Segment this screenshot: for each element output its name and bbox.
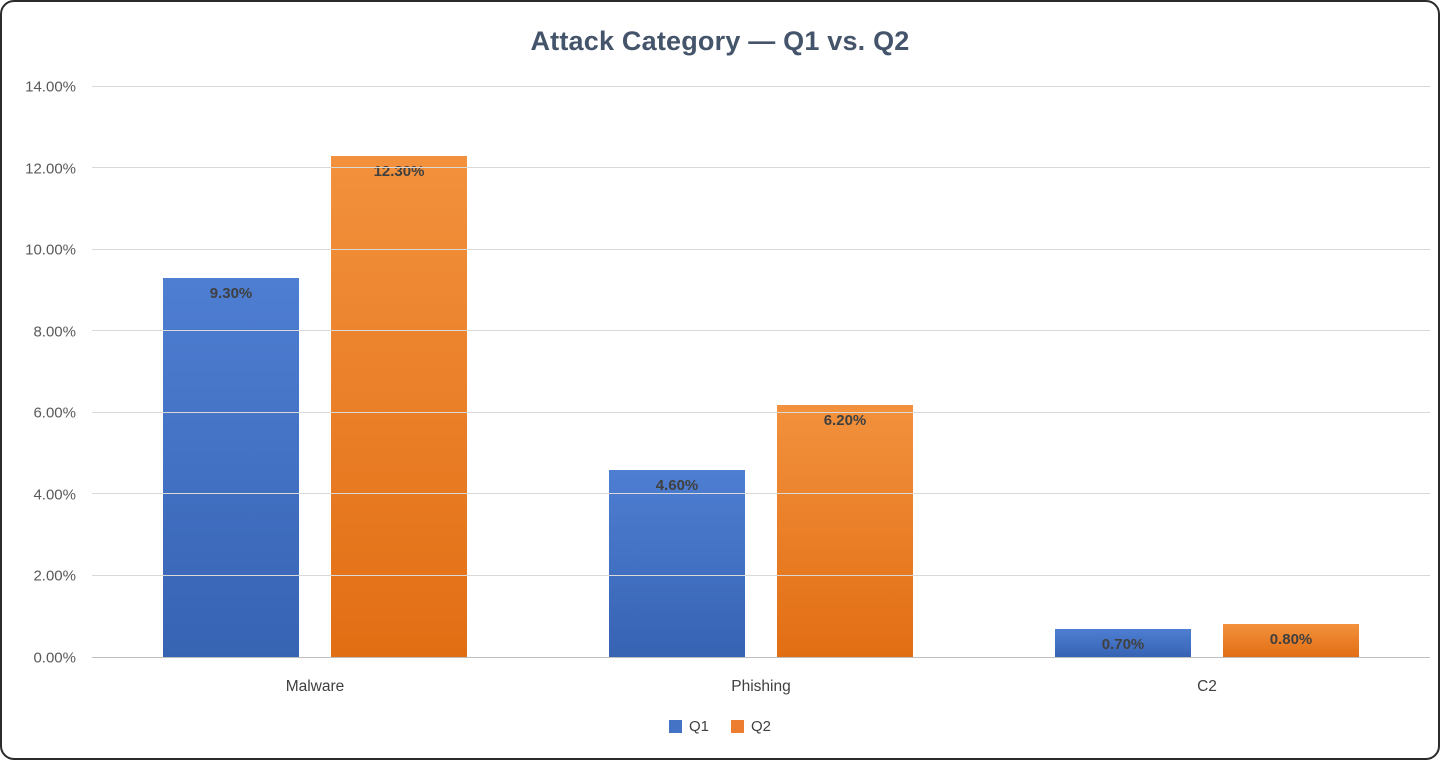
y-axis-tick-label: 12.00%	[25, 160, 76, 178]
y-axis-tick-label: 14.00%	[25, 78, 76, 96]
legend-swatch-q1	[668, 720, 682, 733]
gridline	[92, 493, 1430, 495]
bar-value-label: 12.30%	[373, 163, 425, 181]
gridline	[92, 248, 1430, 250]
gridline	[92, 574, 1430, 576]
plot-area: 9.30% 12.30% 4.60% 6.20% 0.70% 0.80%	[92, 86, 1430, 658]
gridline	[92, 86, 1430, 87]
legend-item-q1: Q1	[668, 718, 709, 735]
legend-swatch-q2	[731, 720, 744, 733]
y-axis: 0.00% 2.00% 4.00% 6.00% 8.00% 10.00% 12.00% 14.…	[2, 79, 84, 667]
bar-value-label: 0.70%	[1101, 635, 1145, 653]
bar-value-label: 6.20%	[823, 411, 867, 429]
legend-item-q2: Q2	[731, 718, 771, 735]
x-axis-label-phishing: Phishing	[731, 678, 791, 695]
legend-label: Q1	[688, 718, 709, 735]
bar-q2-c2: 0.80%	[1223, 624, 1359, 657]
gridline	[92, 167, 1430, 169]
y-axis-tick-label: 6.00%	[33, 404, 76, 422]
x-axis-label-malware: Malware	[285, 678, 345, 695]
bar-groups: 9.30% 12.30% 4.60% 6.20% 0.70% 0.80%	[92, 87, 1430, 657]
bar-value-label: 4.60%	[655, 476, 699, 494]
bar-q1-malware: 9.30%	[163, 278, 299, 657]
bar-group-malware: 9.30% 12.30%	[92, 87, 538, 657]
bar-value-label: 0.80%	[1269, 631, 1313, 649]
y-axis-tick-label: 10.00%	[25, 241, 76, 259]
gridline	[92, 330, 1430, 332]
gridline	[92, 411, 1430, 413]
bar-value-label: 9.30%	[209, 285, 253, 303]
bar-q2-malware: 12.30%	[331, 156, 467, 657]
y-axis-tick-label: 8.00%	[33, 323, 76, 341]
x-axis: Malware Phishing C2	[92, 678, 1430, 696]
legend-label: Q2	[751, 718, 772, 735]
bar-group-phishing: 4.60% 6.20%	[538, 87, 984, 657]
bar-group-c2: 0.70% 0.80%	[984, 87, 1430, 657]
y-axis-tick-label: 0.00%	[33, 649, 76, 667]
chart-title: Attack Category — Q1 vs. Q2	[530, 26, 910, 56]
bar-q2-phishing: 6.20%	[777, 404, 913, 657]
y-axis-tick-label: 2.00%	[33, 567, 76, 585]
bar-q1-phishing: 4.60%	[609, 469, 745, 657]
x-axis-label-c2: C2	[1197, 678, 1217, 695]
y-axis-tick-label: 4.00%	[33, 486, 76, 504]
legend: Q1 Q2	[2, 718, 1438, 735]
bar-q1-c2: 0.70%	[1055, 628, 1191, 657]
